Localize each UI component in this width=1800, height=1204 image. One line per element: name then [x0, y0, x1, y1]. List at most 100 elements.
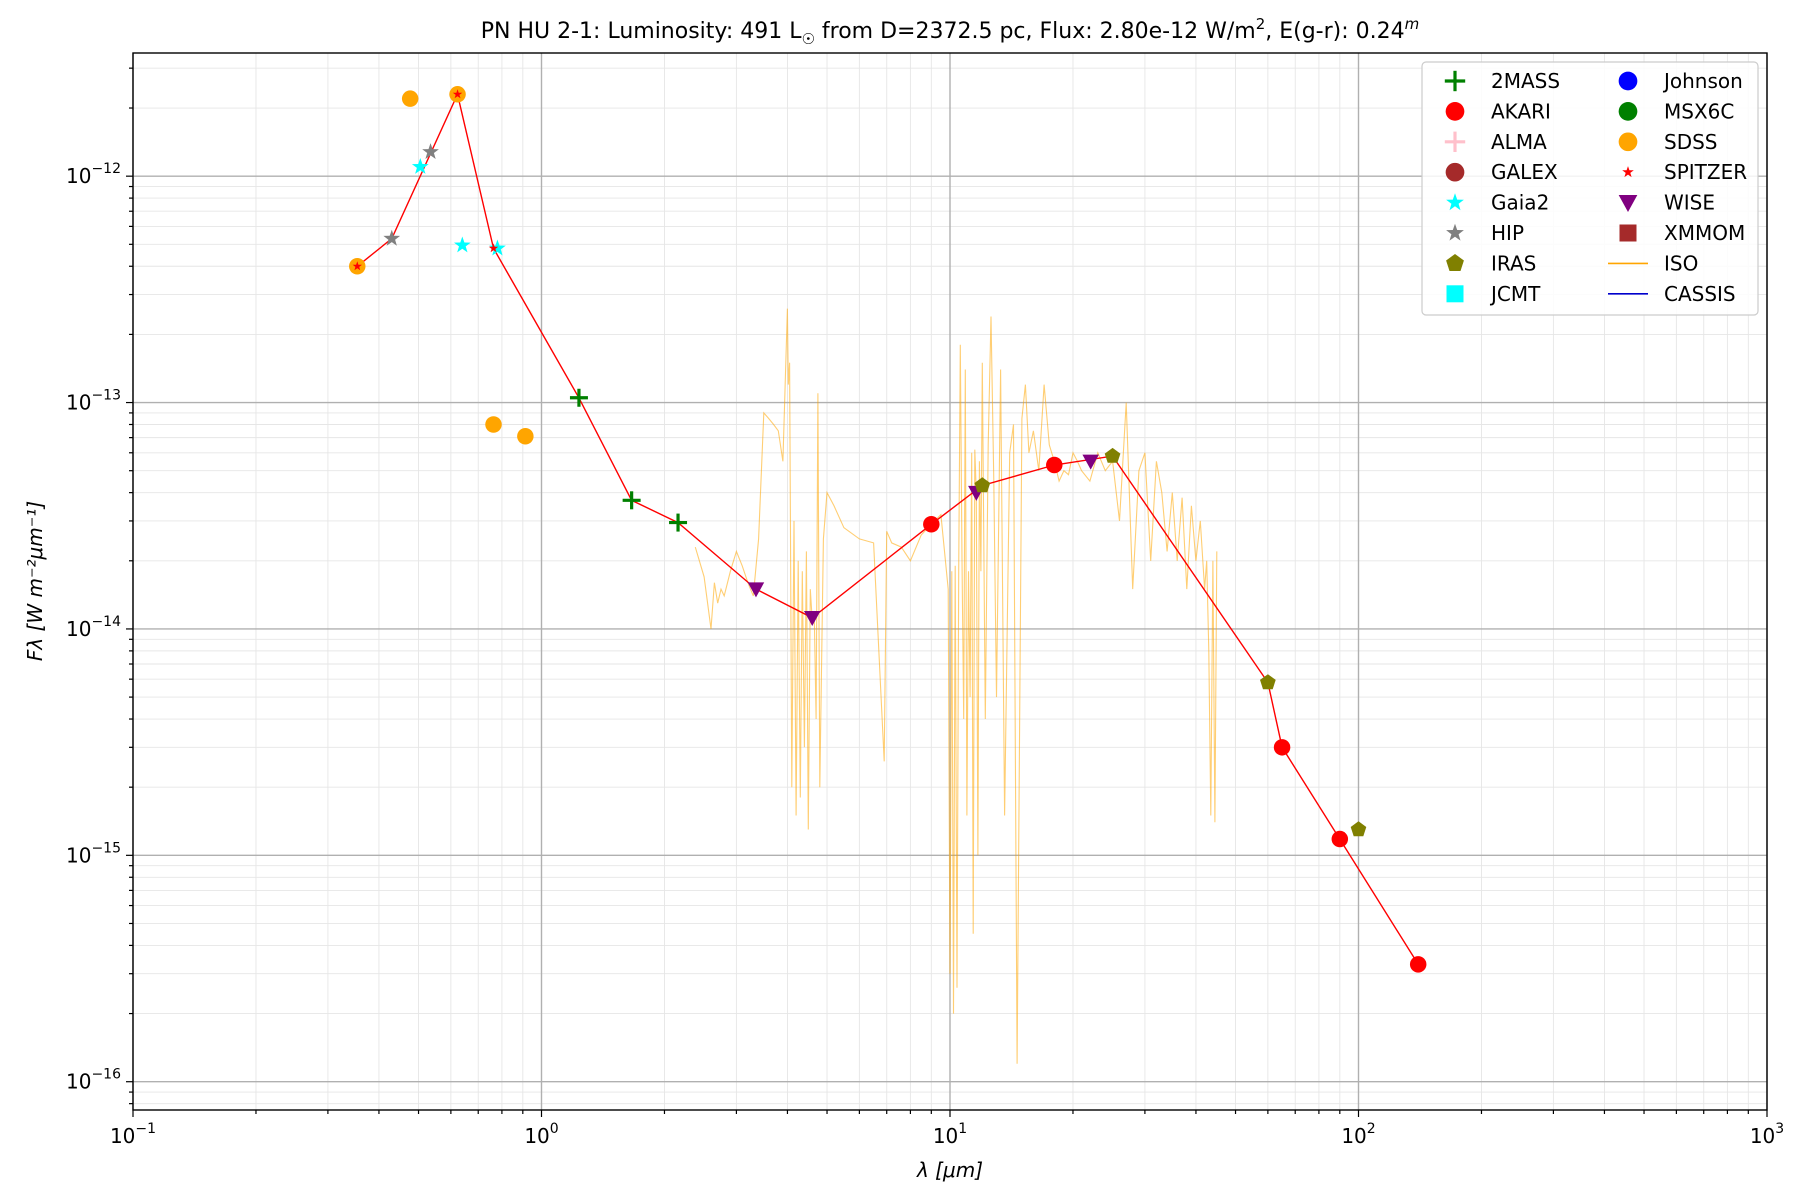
- x-axis-label: λ [μm]: [916, 1158, 983, 1182]
- sdss-point: [401, 90, 419, 107]
- legend-marker-wise: [1618, 194, 1638, 212]
- legend-item-johnson: Johnson: [1618, 69, 1743, 93]
- y-tick-label: 10−14: [66, 614, 121, 641]
- chart-title: PN HU 2-1: Luminosity: 491 L☉ from D=237…: [481, 15, 1420, 48]
- legend-label-jcmt: JCMT: [1489, 282, 1541, 306]
- legend-marker-jcmt: [1446, 285, 1464, 303]
- title-superscript-1: 2: [1256, 15, 1266, 33]
- title-middle: from D=2372.5 pc, Flux: 2.80e-12 W/m: [815, 19, 1256, 44]
- wise-point: [747, 582, 765, 598]
- legend-item-msx6c: MSX6C: [1618, 99, 1734, 123]
- legend-marker-msx6c: [1618, 102, 1638, 121]
- gaia2-point: [411, 158, 429, 174]
- title-after: , E(g-r): 0.24: [1265, 19, 1404, 44]
- y-axis-label: Fλ [W m⁻²μm⁻¹]: [23, 501, 47, 661]
- iras-point: [1350, 821, 1367, 837]
- sdss-point: [485, 416, 502, 433]
- legend-label-xmmom: XMMOM: [1664, 221, 1745, 245]
- legend-item-wise: WISE: [1618, 191, 1715, 215]
- series-gaia2: [411, 158, 506, 256]
- spitzer-point: [488, 243, 499, 253]
- x-tick-label: 10−1: [110, 1121, 156, 1148]
- legend-item-akari: AKARI: [1445, 99, 1551, 123]
- series-hip: [383, 143, 439, 246]
- legend-item-xmmom: XMMOM: [1619, 221, 1745, 245]
- legend-item-hip: HIP: [1446, 221, 1524, 245]
- series-iras: [974, 447, 1367, 837]
- series-akari: [923, 456, 1427, 973]
- legend-marker-spitzer: [1622, 166, 1634, 178]
- legend-item-galex: GALEX: [1445, 160, 1558, 184]
- legend-label-iras: IRAS: [1491, 251, 1536, 275]
- akari-point: [1046, 456, 1063, 474]
- legend-label-msx6c: MSX6C: [1664, 99, 1734, 123]
- spitzer-point: [352, 261, 362, 271]
- iras-point: [1104, 447, 1121, 463]
- series-2mass: [569, 388, 688, 532]
- legend-marker-2mass: [1444, 70, 1466, 92]
- wise-point: [803, 611, 821, 627]
- legend-label-hip: HIP: [1491, 221, 1524, 245]
- x-tick-label: 103: [1750, 1121, 1784, 1148]
- legend-marker-galex: [1445, 162, 1465, 182]
- legend-item-cassis: CASSIS: [1608, 282, 1736, 306]
- akari-point: [1273, 739, 1291, 756]
- legend-label-wise: WISE: [1664, 191, 1715, 215]
- data-area: [349, 86, 1427, 1064]
- grid: [132, 53, 1768, 1110]
- akari-point: [923, 516, 940, 533]
- iso-spectrum-line: [694, 308, 1218, 1064]
- legend-marker-iras: [1446, 254, 1464, 271]
- 2mass-point: [569, 388, 588, 407]
- legend-marker-sdss: [1618, 132, 1638, 152]
- sdss-point: [517, 427, 534, 445]
- x-tick-label: 102: [1341, 1121, 1375, 1148]
- y-tick-label: 10−16: [66, 1067, 121, 1094]
- wise-point: [1082, 454, 1099, 470]
- legend-item-2mass: 2MASS: [1444, 69, 1560, 93]
- legend-item-spitzer: SPITZER: [1622, 160, 1747, 184]
- legend-label-spitzer: SPITZER: [1664, 160, 1747, 184]
- y-tick-label: 10−15: [66, 840, 121, 867]
- series-spitzer: [352, 89, 499, 271]
- legend-marker-hip: [1446, 223, 1464, 241]
- legend-item-jcmt: JCMT: [1446, 282, 1541, 306]
- legend-label-iso: ISO: [1664, 251, 1698, 275]
- gaia2-point: [454, 236, 471, 253]
- legend-item-iras: IRAS: [1446, 251, 1536, 275]
- legend-label-sdss: SDSS: [1664, 130, 1718, 154]
- title-superscript-2: m: [1405, 15, 1420, 33]
- x-tick-label: 101: [933, 1121, 967, 1148]
- legend-marker-gaia2: [1446, 193, 1464, 211]
- akari-point: [1331, 830, 1349, 848]
- akari-point: [1409, 956, 1427, 973]
- legend-label-galex: GALEX: [1491, 160, 1558, 184]
- 2mass-point: [669, 513, 688, 532]
- legend-item-alma: ALMA: [1444, 130, 1547, 154]
- title-sun-symbol: ☉: [801, 30, 814, 48]
- spitzer-point: [452, 89, 463, 99]
- y-tick-label: 10−13: [66, 388, 121, 415]
- iras-point: [1260, 674, 1276, 690]
- title-prefix: PN HU 2-1: Luminosity: 491 L: [481, 19, 802, 44]
- legend-label-akari: AKARI: [1491, 99, 1551, 123]
- legend-label-johnson: Johnson: [1662, 69, 1743, 93]
- gaia2-point: [489, 239, 506, 256]
- y-tick-label: 10−12: [66, 161, 121, 188]
- legend-label-gaia2: Gaia2: [1491, 191, 1549, 215]
- x-tick-label: 100: [524, 1121, 558, 1148]
- legend: 2MASS Johnson AKARI MSX6C ALMA SDSS GALEX SPITZ…: [1421, 61, 1759, 316]
- legend-marker-alma: [1444, 131, 1466, 152]
- legend-label-alma: ALMA: [1491, 130, 1547, 154]
- 2mass-point: [622, 491, 641, 510]
- hip-point: [383, 229, 401, 246]
- legend-item-iso: ISO: [1608, 251, 1698, 275]
- legend-label-cassis: CASSIS: [1664, 282, 1736, 306]
- hip-point: [422, 143, 439, 159]
- legend-box: [1421, 61, 1759, 316]
- iras-point: [974, 477, 991, 493]
- legend-marker-johnson: [1618, 71, 1638, 91]
- legend-marker-xmmom: [1619, 224, 1637, 242]
